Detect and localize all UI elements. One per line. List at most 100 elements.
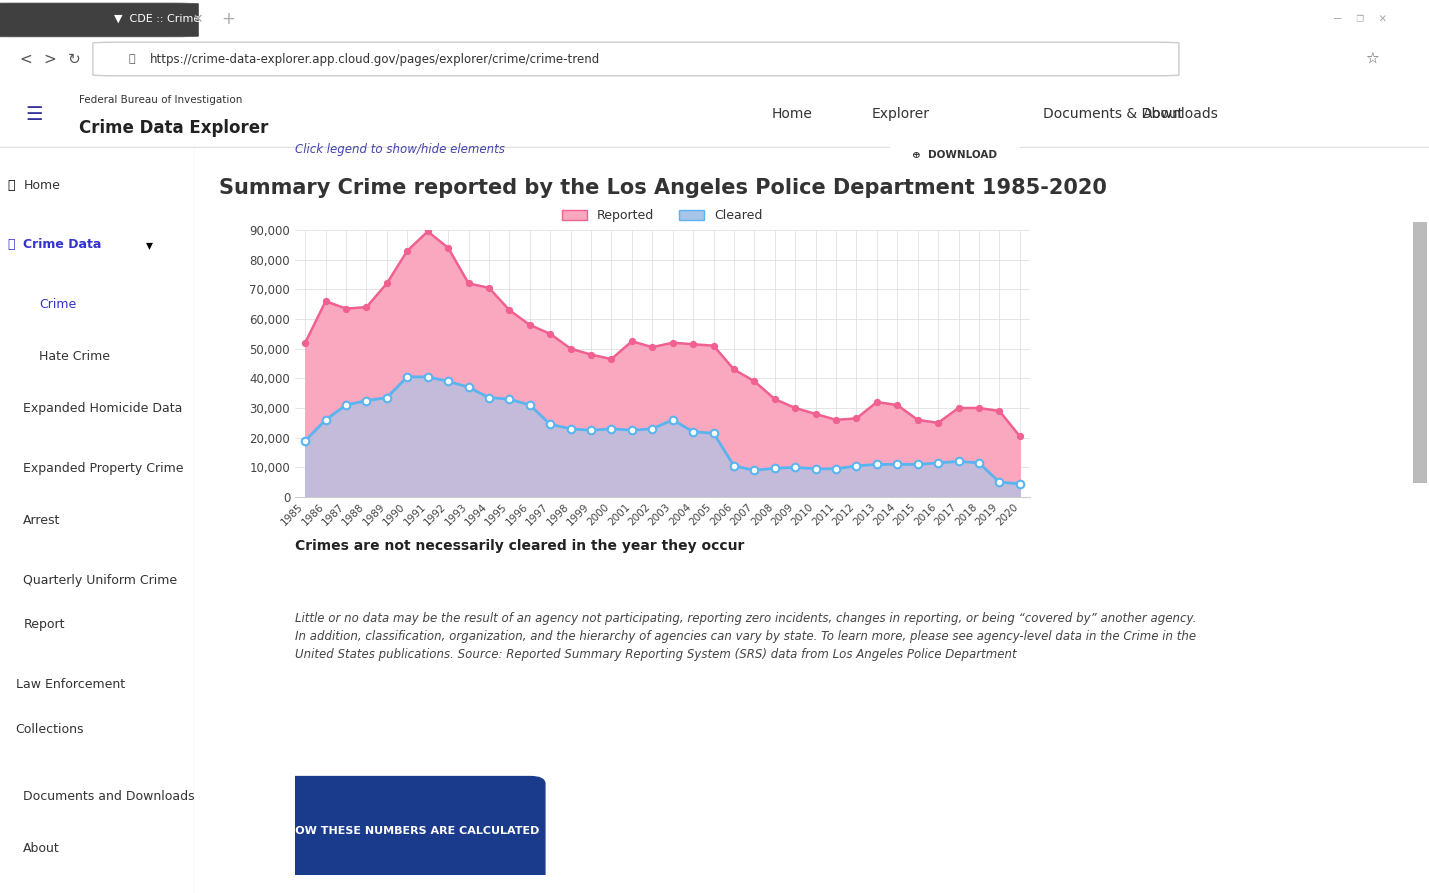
Point: [477, 390, 500, 405]
Text: Collections: Collections: [16, 722, 84, 736]
Point: [866, 457, 889, 472]
Point: [497, 392, 520, 406]
Point: [519, 398, 542, 413]
Point: [640, 421, 663, 436]
Point: [457, 380, 480, 395]
Point: [519, 318, 542, 332]
Text: Summary Crime reported by the Los Angeles Police Department 1985-2020: Summary Crime reported by the Los Angele…: [219, 178, 1106, 198]
Point: [620, 334, 643, 348]
Point: [477, 280, 500, 295]
Point: [539, 417, 562, 431]
Point: [580, 347, 603, 362]
Point: [457, 276, 480, 290]
Text: Home: Home: [772, 107, 813, 121]
Point: [967, 401, 990, 415]
FancyBboxPatch shape: [883, 141, 1026, 168]
Point: [967, 455, 990, 470]
Text: Expanded Homicide Data: Expanded Homicide Data: [23, 402, 183, 415]
Point: [539, 327, 562, 341]
Text: Crime Data Explorer: Crime Data Explorer: [79, 119, 269, 137]
Point: [600, 352, 623, 366]
Point: [396, 370, 419, 384]
Point: [416, 370, 439, 384]
Text: 📊: 📊: [7, 238, 16, 251]
Point: [825, 462, 847, 476]
Point: [866, 395, 889, 409]
Text: ⊕  DOWNLOAD: ⊕ DOWNLOAD: [913, 149, 997, 160]
Point: [783, 401, 806, 415]
Point: [437, 374, 460, 388]
Point: [314, 294, 337, 308]
Point: [702, 426, 725, 440]
Text: Crimes are not necessarily cleared in the year they occur: Crimes are not necessarily cleared in th…: [294, 539, 745, 553]
Text: Home: Home: [23, 179, 60, 192]
FancyBboxPatch shape: [93, 42, 1179, 76]
Point: [314, 413, 337, 427]
Point: [600, 421, 623, 436]
Point: [805, 407, 827, 421]
Text: ↻: ↻: [69, 52, 80, 66]
Point: [702, 338, 725, 353]
Text: Hate Crime: Hate Crime: [39, 350, 110, 363]
Point: [580, 423, 603, 438]
Point: [294, 433, 317, 447]
Text: ✕: ✕: [193, 13, 203, 26]
Point: [763, 461, 786, 475]
Text: Federal Bureau of Investigation: Federal Bureau of Investigation: [79, 96, 242, 105]
Point: [682, 337, 704, 351]
Point: [620, 423, 643, 438]
Point: [845, 459, 867, 473]
Text: Click legend to show/hide elements: Click legend to show/hide elements: [294, 143, 504, 155]
Point: [497, 303, 520, 317]
Text: Little or no data may be the result of an agency not participating, reporting ze: Little or no data may be the result of a…: [294, 613, 1196, 661]
Point: [987, 404, 1010, 418]
Text: +: +: [221, 10, 236, 28]
Point: [886, 457, 909, 472]
Point: [662, 413, 684, 427]
Text: HOW THESE NUMBERS ARE CALCULATED: HOW THESE NUMBERS ARE CALCULATED: [286, 826, 539, 837]
Text: Explorer: Explorer: [872, 107, 930, 121]
Point: [743, 374, 766, 388]
Point: [294, 336, 317, 350]
Text: ▼  CDE :: Crime: ▼ CDE :: Crime: [114, 14, 200, 24]
Text: Documents and Downloads: Documents and Downloads: [23, 789, 194, 803]
Point: [1009, 477, 1032, 491]
Text: ☆: ☆: [1365, 52, 1379, 66]
Text: 🔒: 🔒: [129, 54, 136, 64]
Point: [845, 412, 867, 426]
Text: <: <: [20, 52, 31, 66]
Point: [906, 413, 929, 427]
Point: [825, 413, 847, 427]
Point: [416, 224, 439, 238]
Point: [947, 401, 970, 415]
Text: —  ❐  ✕: — ❐ ✕: [1333, 13, 1386, 26]
Point: [354, 394, 377, 408]
Point: [723, 459, 746, 473]
Text: Report: Report: [23, 618, 64, 631]
Text: ▾: ▾: [146, 238, 153, 252]
Text: About: About: [1143, 107, 1185, 121]
Point: [640, 340, 663, 355]
Point: [559, 421, 582, 436]
Text: Law Enforcement: Law Enforcement: [16, 678, 124, 691]
Text: Crime Data: Crime Data: [23, 238, 101, 251]
Point: [926, 455, 949, 470]
Point: [987, 475, 1010, 489]
Point: [396, 244, 419, 258]
Point: [947, 455, 970, 469]
Text: Expanded Property Crime: Expanded Property Crime: [23, 462, 184, 475]
FancyBboxPatch shape: [280, 777, 544, 882]
Text: >: >: [44, 52, 56, 66]
Text: ☰: ☰: [26, 104, 43, 123]
Point: [1009, 429, 1032, 443]
FancyBboxPatch shape: [0, 3, 199, 37]
Text: https://crime-data-explorer.app.cloud.gov/pages/explorer/crime/crime-trend: https://crime-data-explorer.app.cloud.go…: [150, 53, 600, 65]
Point: [354, 300, 377, 314]
Legend: Reported, Cleared: Reported, Cleared: [557, 204, 767, 227]
Point: [376, 276, 399, 290]
Point: [783, 460, 806, 474]
Point: [662, 336, 684, 350]
Point: [906, 457, 929, 472]
Point: [743, 463, 766, 478]
Text: Quarterly Uniform Crime: Quarterly Uniform Crime: [23, 573, 177, 587]
